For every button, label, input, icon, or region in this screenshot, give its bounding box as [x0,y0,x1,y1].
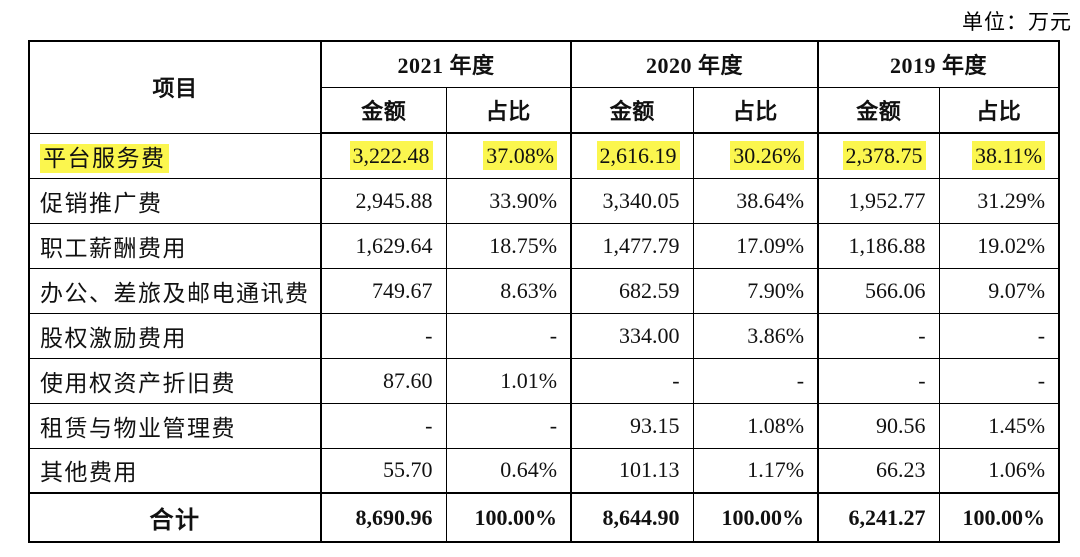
value-cell: 3.86% [692,312,820,359]
value-cell: 93.15 [570,402,694,449]
value-cell: 9.07% [938,267,1060,314]
table-row: 职工薪酬费用 1,629.64 18.75% 1,477.79 17.09% 1,186.… [28,222,1060,269]
value-cell: 1.45% [938,402,1060,449]
value-cell: 38.64% [692,177,820,224]
value-cell: - [692,357,820,404]
value-cell: 100.00% [445,492,573,543]
share-header-2019: 占比 [938,86,1060,134]
year-header-2021: 2021 年度 [320,40,573,88]
table-row: 办公、差旅及邮电通讯费 749.67 8.63% 682.59 7.90% 566.06 9… [28,267,1060,314]
value-cell: - [320,312,447,359]
table-header-years: 项目 2021 年度 2020 年度 2019 年度 [28,40,1060,134]
year-header-2019: 2019 年度 [817,40,1060,88]
total-label: 合计 [28,492,322,543]
row-label: 办公、差旅及邮电通讯费 [28,267,322,314]
value-cell: - [817,312,940,359]
value-cell: 31.29% [938,177,1060,224]
value-cell: 38.11% [938,132,1060,179]
value-cell: 1,186.88 [817,222,940,269]
value-cell: 55.70 [320,447,447,494]
row-label: 租赁与物业管理费 [28,402,322,449]
value-cell: 334.00 [570,312,694,359]
row-label: 平台服务费 [28,132,322,179]
amount-header-2020: 金额 [570,86,694,134]
table-header-measures: 金额 占比 金额 占比 金额 占比 [29,86,1060,134]
value-cell: 566.06 [817,267,940,314]
total-row: 合计 8,690.96 100.00% 8,644.90 100.00% 6,241.27… [28,492,1060,543]
value-cell: 18.75% [445,222,573,269]
value-cell: - [445,402,573,449]
table-body: 平台服务费 3,222.48 37.08% 2,616.19 30.26% 2,378.7… [28,132,1060,543]
value-cell: 33.90% [445,177,573,224]
value-cell: 8.63% [445,267,573,314]
row-label: 使用权资产折旧费 [28,357,322,404]
value-cell: 3,340.05 [570,177,694,224]
value-cell: 1.06% [938,447,1060,494]
value-cell: 37.08% [445,132,573,179]
value-cell: 90.56 [817,402,940,449]
highlighted-value: 30.26% [730,140,805,170]
value-cell: 1.17% [692,447,820,494]
value-cell: 1,952.77 [817,177,940,224]
row-label: 股权激励费用 [28,312,322,359]
share-header-2020: 占比 [692,86,820,134]
value-cell: 8,690.96 [320,492,447,543]
value-cell: 30.26% [692,132,820,179]
table-row: 其他费用 55.70 0.64% 101.13 1.17% 66.23 1.06% [28,447,1060,494]
value-cell: 6,241.27 [817,492,940,543]
value-cell: 66.23 [817,447,940,494]
row-label: 其他费用 [28,447,322,494]
table-row: 促销推广费 2,945.88 33.90% 3,340.05 38.64% 1,952.7… [28,177,1060,224]
unit-label: 单位：万元 [962,10,1072,34]
highlighted-text: 平台服务费 [40,143,169,173]
highlighted-value: 37.08% [483,140,558,170]
amount-header-2021: 金额 [320,86,447,134]
row-label: 促销推广费 [28,177,322,224]
value-cell: 17.09% [692,222,820,269]
table-row: 使用权资产折旧费 87.60 1.01% - - - - [28,357,1060,404]
value-cell: 2,945.88 [320,177,447,224]
row-label: 职工薪酬费用 [28,222,322,269]
value-cell: 100.00% [692,492,820,543]
highlighted-value: 2,616.19 [596,140,680,170]
value-cell: 87.60 [320,357,447,404]
value-cell: 1,629.64 [320,222,447,269]
value-cell: 749.67 [320,267,447,314]
value-cell: 100.00% [938,492,1060,543]
highlighted-value: 38.11% [972,140,1046,170]
value-cell: - [938,357,1060,404]
value-cell: 101.13 [570,447,694,494]
value-cell: 1.01% [445,357,573,404]
value-cell: 2,616.19 [570,132,694,179]
year-header-2020: 2020 年度 [570,40,820,88]
value-cell: 19.02% [938,222,1060,269]
value-cell: 7.90% [692,267,820,314]
value-cell: - [320,402,447,449]
expense-table: 项目 2021 年度 2020 年度 2019 年度 金额 占比 金额 占比 金… [28,40,1061,543]
value-cell: - [570,357,694,404]
value-cell: 682.59 [570,267,694,314]
value-cell: 1.08% [692,402,820,449]
value-cell: 1,477.79 [570,222,694,269]
amount-header-2019: 金额 [817,86,940,134]
value-cell: 2,378.75 [817,132,940,179]
value-cell: - [817,357,940,404]
share-header-2021: 占比 [445,86,573,134]
table-row: 平台服务费 3,222.48 37.08% 2,616.19 30.26% 2,378.7… [28,132,1060,179]
table-row: 租赁与物业管理费 - -93.15 1.08% 90.56 1.45% [28,402,1060,449]
value-cell: - [445,312,573,359]
table-row: 股权激励费用 - -334.00 3.86% - - [28,312,1060,359]
value-cell: 3,222.48 [320,132,447,179]
highlighted-value: 2,378.75 [842,140,926,170]
highlighted-value: 3,222.48 [349,140,433,170]
value-cell: - [938,312,1060,359]
item-column-header: 项目 [28,40,322,134]
value-cell: 0.64% [445,447,573,494]
value-cell: 8,644.90 [570,492,694,543]
